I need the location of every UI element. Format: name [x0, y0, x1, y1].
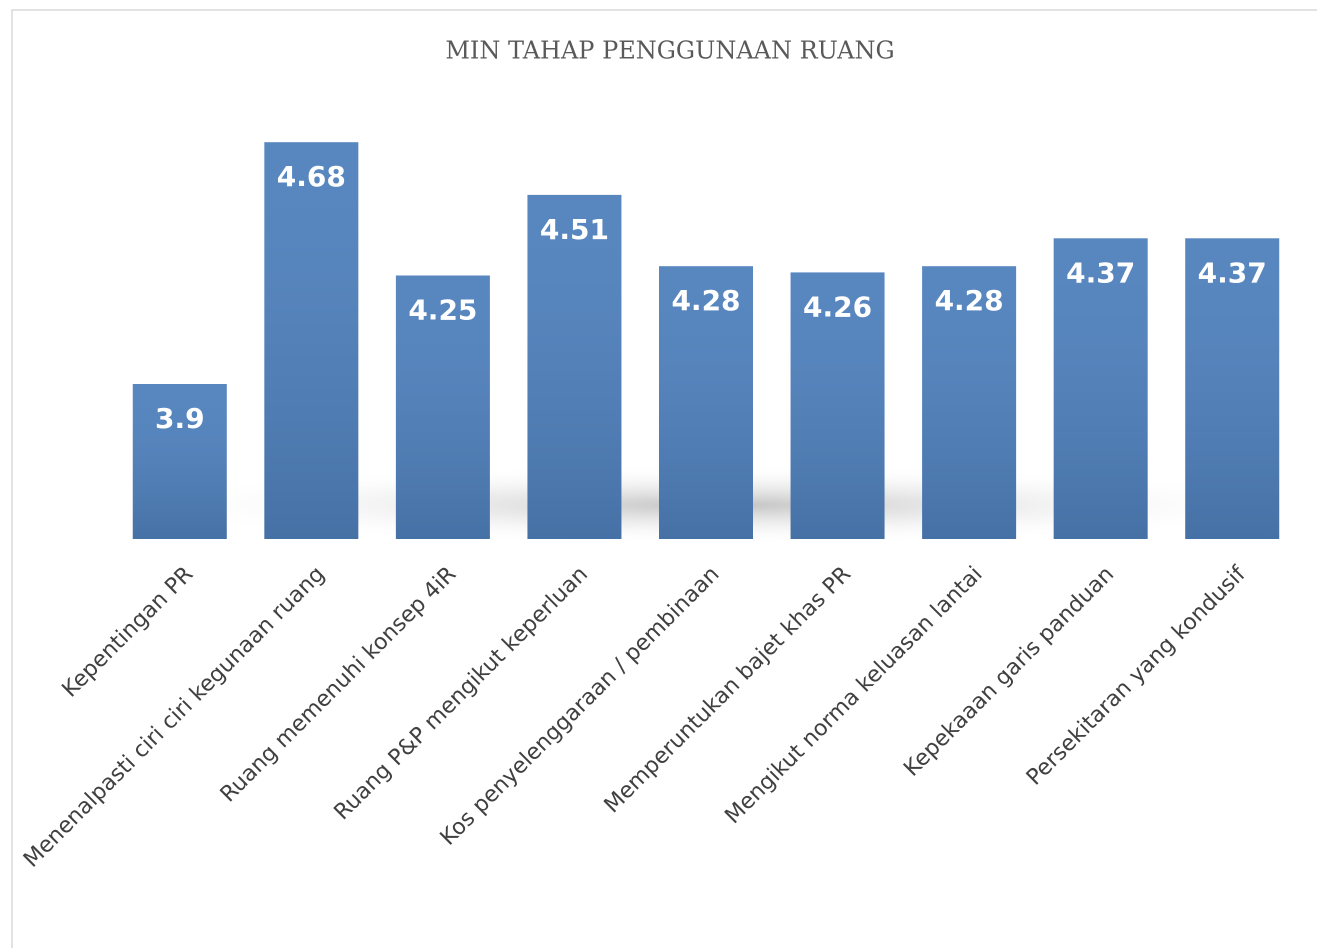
bar-shade [922, 266, 1017, 539]
x-tick-label: Memperuntukan bajet khas PR [600, 562, 856, 818]
data-label: 4.25 [408, 294, 477, 327]
x-tick-label: Menenalpasti ciri ciri kegunaan ruang [19, 562, 330, 873]
x-tick-label: Persekitaran yang kondusif [1022, 561, 1252, 791]
x-tick-label: Ruang memenuhi konsep 4iR [216, 562, 462, 808]
data-label: 4.26 [803, 290, 872, 323]
chart-title: MIN TAHAP PENGGUNAAN RUANG [445, 37, 894, 65]
bar-shade [132, 384, 227, 539]
bar-shade [264, 142, 359, 539]
data-label: 4.51 [540, 213, 609, 246]
bar-shade [1185, 238, 1280, 540]
bar-shade [395, 275, 490, 539]
bar-shade [527, 194, 622, 539]
data-label: 4.37 [1198, 256, 1267, 289]
chart-border [11, 9, 1317, 948]
x-tick-label: Mengikut norma keluasan lantai [720, 562, 987, 829]
data-label: 4.28 [671, 284, 740, 317]
data-label: 4.28 [935, 284, 1004, 317]
bar-shade [659, 266, 753, 539]
data-label: 3.9 [155, 402, 205, 435]
data-label: 4.37 [1066, 256, 1135, 289]
bar-shade [1053, 238, 1148, 540]
x-tick-label: Kepekaaan garis panduan [899, 562, 1119, 782]
x-tick-label: Kepentingan PR [58, 562, 199, 703]
bar-shade [790, 272, 885, 539]
x-tick-label: Ruang P&P mengikut keperluan [330, 562, 593, 825]
data-label: 4.68 [277, 160, 346, 193]
x-tick-label: Kos penyelenggaraan / pembinaan [436, 562, 725, 851]
